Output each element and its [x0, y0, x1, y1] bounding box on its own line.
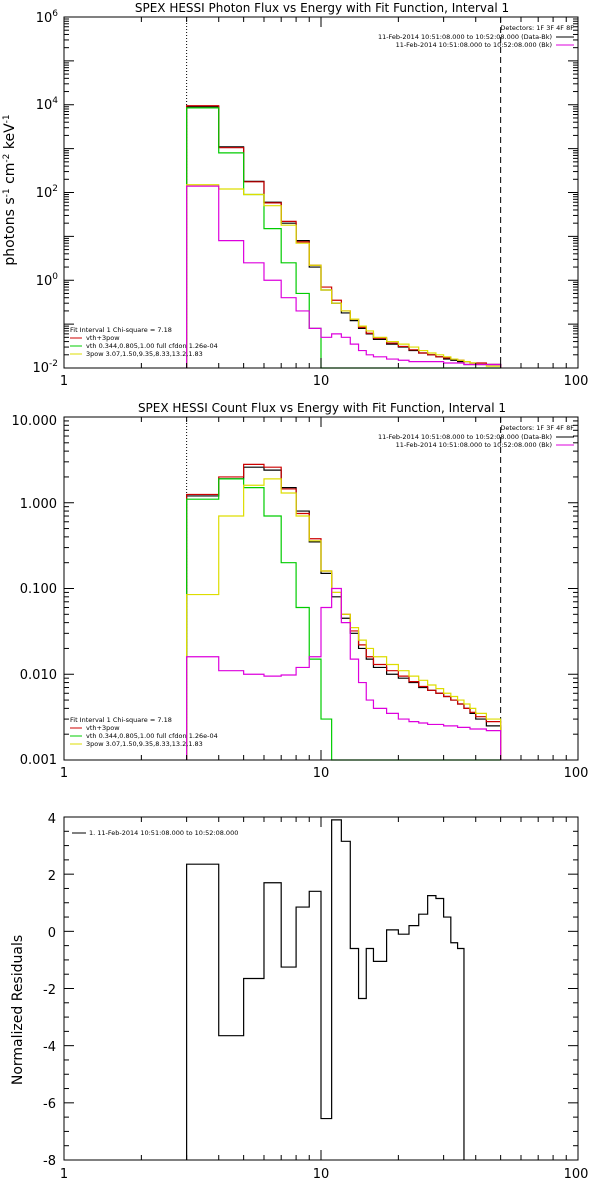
photon-flux-y-tick-labels: 10-2 100 102 104 106: [32, 9, 58, 376]
photon-flux-y-tick-label: 102: [36, 184, 58, 201]
count-flux-y-tick-label: 0.001: [20, 753, 57, 768]
photon-flux-legend-entry: vth 0.344,0.805,1.00 full cfdon 1.26e-04: [86, 342, 218, 350]
count-flux-fit-info: Fit Interval 1 Chi-square = 7.18: [70, 716, 172, 724]
photon-flux-axis-ticks: [63, 16, 578, 369]
count-flux-y-tick-label: 0.010: [20, 668, 57, 683]
count-flux-y-tick-label: 0.100: [20, 582, 57, 597]
photon-flux-legend-entry: 3pow 3.07,1.50,9.35,8.33,13.2,1.83: [86, 350, 203, 358]
photon-flux-y-tick-label: 104: [36, 96, 59, 113]
count-flux-x-tick-label: 1: [60, 766, 68, 781]
residuals-series-0: [186, 819, 465, 1160]
photon-flux-y-tick-label: 100: [36, 272, 59, 289]
count-flux-series-4: [186, 587, 502, 760]
residuals-y-tick-label: 4: [48, 812, 56, 827]
count-flux-legend-title: Detectors: 1F 3F 4F 8F: [500, 424, 574, 432]
residuals-y-tick-label: -2: [43, 983, 56, 998]
count-flux-series-3: [186, 478, 502, 760]
photon-flux-x-tick-label: 10: [313, 374, 330, 389]
count-flux-y-tick-label: 10.000: [12, 414, 58, 429]
count-flux-x-tick-label: 10: [313, 766, 330, 781]
count-flux-y-tick-labels: 0.001 0.010 0.100 1.000 10.000: [12, 414, 58, 768]
count-flux-legend-entry: 11-Feb-2014 10:51:08.000 to 10:52:08.000…: [396, 441, 552, 449]
photon-flux-legend-entry: 11-Feb-2014 10:51:08.000 to 10:52:08.000…: [378, 33, 552, 41]
count-flux-legend-entry: vth 0.344,0.805,1.00 full cfdon 1.26e-04: [86, 732, 218, 740]
photon-flux-legend-entry: vth+3pow: [86, 334, 120, 342]
count-flux-x-tick-label: 100: [564, 766, 589, 781]
residuals-x-tick-labels: 1 10 100: [60, 1167, 589, 1182]
count-flux-marks: [186, 417, 502, 761]
residuals-y-tick-labels: -8 -6 -4 -2 0 2 4: [43, 812, 56, 1169]
residuals-legend-entry: 1. 11-Feb-2014 10:51:08.000 to 10:52:08.…: [89, 829, 238, 837]
count-flux-series-1: [186, 463, 502, 760]
photon-flux-legend-bottomleft: Fit Interval 1 Chi-square = 7.18 vth+3po…: [70, 326, 218, 358]
residuals-y-tick-label: -6: [43, 1097, 56, 1112]
photon-flux-title: SPEX HESSI Photon Flux vs Energy with Fi…: [135, 1, 509, 15]
residuals-y-tick-label: 0: [48, 926, 56, 941]
photon-flux-ylabel: photons s-1 cm-2 keV-1: [2, 114, 18, 265]
count-flux-legend-entry: 3pow 3.07,1.50,9.35,8.33,13.2,1.83: [86, 740, 203, 748]
photon-flux-series-4: [186, 185, 502, 368]
residuals-axis-ticks: [63, 816, 578, 1161]
residuals-y-tick-label: -8: [43, 1154, 56, 1169]
residuals-y-tick-label: 2: [48, 869, 56, 884]
count-flux-legend-topright: Detectors: 1F 3F 4F 8F 11-Feb-2014 10:51…: [378, 424, 574, 449]
residuals-y-tick-label: -4: [43, 1040, 56, 1055]
count-flux-y-tick-label: 1.000: [20, 497, 57, 512]
count-flux-axis-ticks: [63, 416, 578, 761]
photon-flux-fit-info: Fit Interval 1 Chi-square = 7.18: [70, 326, 172, 334]
residuals-x-tick-label: 1: [60, 1167, 68, 1182]
photon-flux-x-tick-label: 100: [564, 374, 589, 389]
residuals-x-tick-label: 100: [564, 1167, 589, 1182]
residuals-ylabel: Normalized Residuals: [10, 935, 26, 1085]
count-flux-panel: SPEX HESSI Count Flux vs Energy with Fit…: [12, 401, 589, 781]
residuals-x-tick-label: 10: [313, 1167, 330, 1182]
photon-flux-y-tick-label: 106: [36, 9, 59, 26]
residuals-legend: 1. 11-Feb-2014 10:51:08.000 to 10:52:08.…: [72, 829, 238, 837]
photon-flux-x-tick-labels: 1 10 100: [60, 374, 589, 389]
residuals-panel: Normalized Residuals -8 -6 -4 -2 0 2 4 1…: [10, 812, 588, 1182]
photon-flux-legend-topright: Detectors: 1F 3F 4F 8F 11-Feb-2014 10:51…: [378, 24, 574, 49]
photon-flux-x-tick-label: 1: [60, 374, 68, 389]
count-flux-legend-entry: vth+3pow: [86, 724, 120, 732]
count-flux-legend-entry: 11-Feb-2014 10:51:08.000 to 10:52:08.000…: [378, 433, 552, 441]
count-flux-title: SPEX HESSI Count Flux vs Energy with Fit…: [138, 401, 506, 415]
photon-flux-panel: SPEX HESSI Photon Flux vs Energy with Fi…: [2, 1, 588, 389]
photon-flux-legend-entry: 11-Feb-2014 10:51:08.000 to 10:52:08.000…: [396, 41, 552, 49]
photon-flux-y-tick-label: 10-2: [32, 359, 58, 376]
count-flux-x-tick-labels: 1 10 100: [60, 766, 589, 781]
count-flux-legend-bottomleft: Fit Interval 1 Chi-square = 7.18 vth+3po…: [70, 716, 218, 748]
residuals-marks: [186, 819, 465, 1160]
photon-flux-series-3: [186, 184, 502, 368]
photon-flux-legend-title: Detectors: 1F 3F 4F 8F: [500, 24, 574, 32]
